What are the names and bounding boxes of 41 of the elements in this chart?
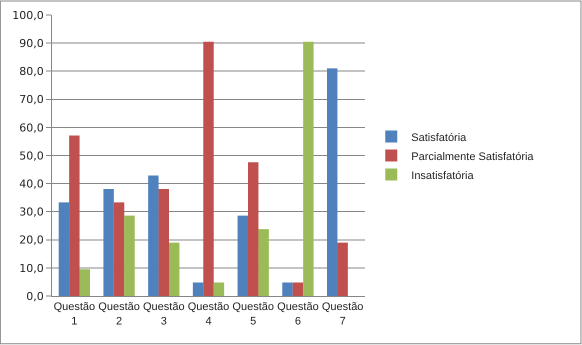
- bar: [238, 216, 248, 296]
- bar: [124, 216, 135, 296]
- y-tick-label: 10,0: [19, 262, 44, 275]
- bar: [114, 202, 124, 296]
- y-tick-label: 20,0: [19, 234, 44, 247]
- x-tick-label: Questão 6: [277, 301, 319, 328]
- bar: [326, 68, 338, 296]
- x-tick-label: Questão 2: [98, 301, 140, 328]
- bar: [282, 282, 293, 296]
- legend-label: Satisfatória: [411, 132, 468, 144]
- y-tick-label: 90,0: [19, 36, 44, 50]
- bar: [248, 162, 258, 296]
- bar: [148, 175, 159, 296]
- y-tick-label: 80,0: [19, 65, 44, 78]
- bar: [158, 188, 169, 296]
- y-tick-label: 40,0: [19, 177, 44, 190]
- y-tick-label: 100,0: [12, 8, 44, 22]
- bar: [192, 282, 204, 296]
- x-tick-label: Questão 4: [188, 301, 230, 328]
- legend-label: Parcialmente Satisfatória: [411, 150, 534, 163]
- x-tick-label: Questão 1: [54, 301, 96, 328]
- bar: [103, 188, 114, 296]
- bar: [80, 269, 90, 296]
- y-tick-label: 0,0: [26, 290, 44, 303]
- x-tick-label: Questão 3: [142, 301, 185, 328]
- legend-label: Insatisfatória: [411, 170, 475, 182]
- bar: [258, 229, 269, 296]
- bar: [303, 42, 314, 296]
- y-tick-label: 30,0: [19, 206, 44, 219]
- bar: [292, 282, 304, 296]
- bar: [337, 242, 348, 296]
- x-tick-label: Questão 5: [232, 301, 274, 328]
- y-tick-label: 60,0: [19, 121, 44, 134]
- bar: [203, 42, 214, 296]
- bar: [58, 202, 70, 296]
- y-tick-label: 50,0: [19, 149, 44, 162]
- bar: [69, 136, 80, 296]
- bar: [169, 242, 180, 296]
- bar: [214, 282, 224, 296]
- y-tick-label: 70,0: [19, 93, 44, 106]
- x-tick-label: Questão 7: [322, 301, 364, 328]
